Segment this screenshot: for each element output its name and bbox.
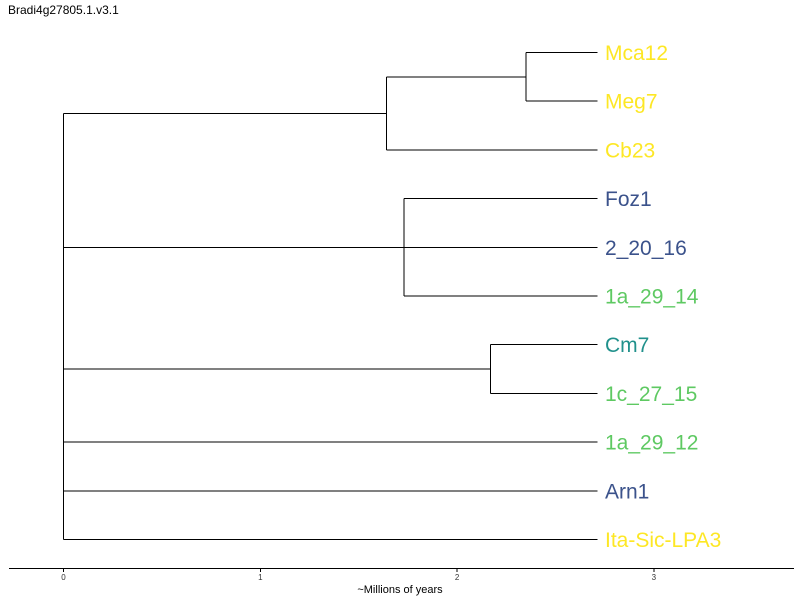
- axis-tick-label: 1: [258, 573, 263, 582]
- tip-label: Mca12: [605, 42, 668, 65]
- axis-tick-label: 2: [455, 573, 460, 582]
- tip-label: Foz1: [605, 188, 652, 211]
- tip-label: 2_20_16: [605, 237, 687, 260]
- tip-label: Ita-Sic-LPA3: [605, 529, 721, 552]
- tip-label: Cb23: [605, 139, 655, 162]
- tree-branches: [63, 52, 598, 540]
- tip-label: Cm7: [605, 334, 649, 357]
- tip-label: 1c_27_15: [605, 383, 697, 406]
- tip-labels: Mca12 Meg7 Cb23 Foz1 2_20_16 1a_29_14 Cm7 1c_27…: [605, 42, 721, 552]
- tip-label: 1a_29_12: [605, 432, 698, 455]
- time-axis-ticks: 0 1 2 3: [61, 568, 657, 582]
- tip-label: 1a_29_14: [605, 286, 699, 309]
- tip-label: Meg7: [605, 91, 658, 114]
- axis-tick-label: 3: [652, 573, 657, 582]
- time-axis-label: ~Millions of years: [357, 584, 443, 596]
- tip-label: Arn1: [605, 480, 649, 503]
- axis-tick-label: 0: [61, 573, 66, 582]
- tree-title: Bradi4g27805.1.v3.1: [8, 3, 119, 17]
